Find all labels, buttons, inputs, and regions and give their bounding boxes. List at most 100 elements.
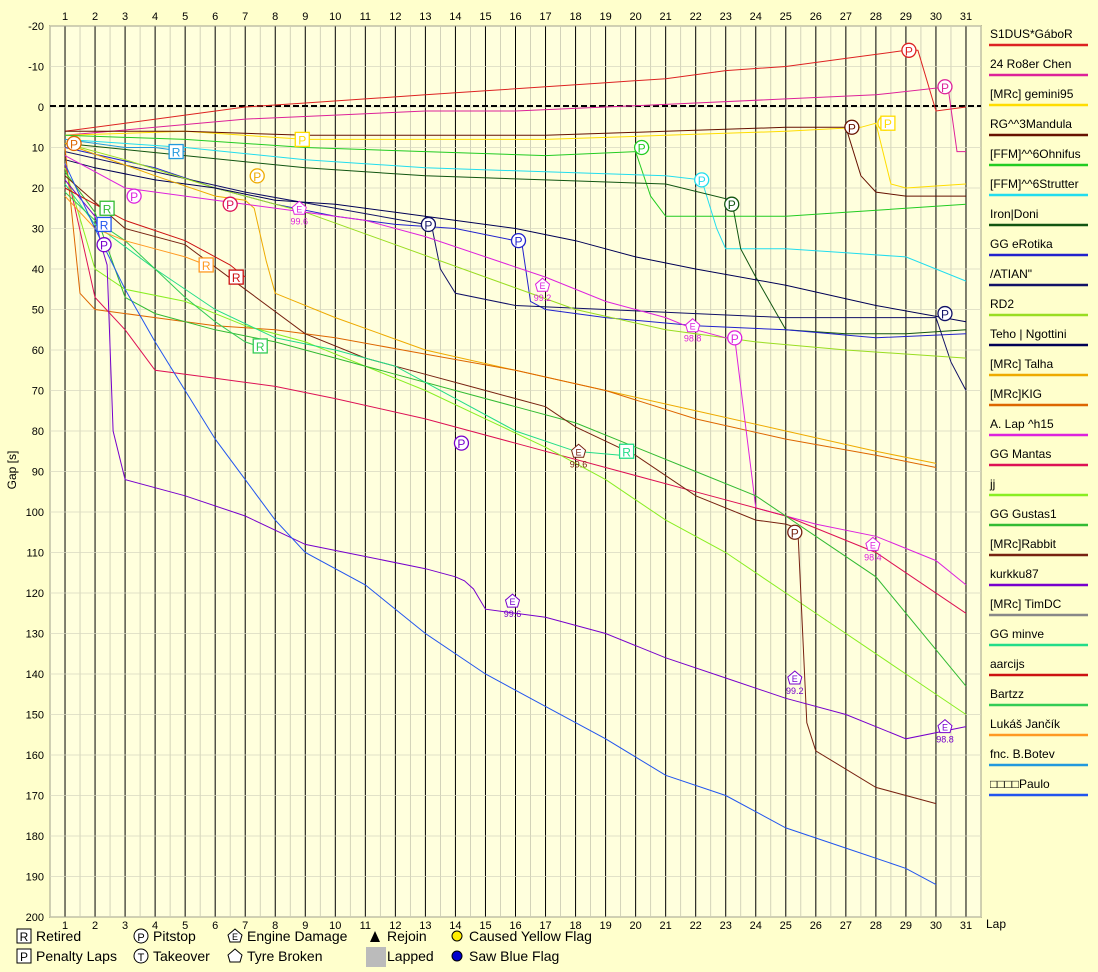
x-tick-label-bottom: 27 xyxy=(840,920,852,932)
marker-letter: P xyxy=(100,239,108,253)
pitstop-marker xyxy=(724,196,740,212)
engine-damage-marker xyxy=(534,277,551,292)
marker-letter: P xyxy=(941,81,949,95)
legend-entry-name: □□□□Paulo xyxy=(990,777,1050,791)
x-tick-label-top: 15 xyxy=(479,11,491,23)
x-tick-label-bottom: 8 xyxy=(272,920,278,932)
y-tick-label: 0 xyxy=(38,102,44,114)
legend-symbol-circle xyxy=(133,948,149,964)
y-tick-label: 170 xyxy=(26,791,44,803)
legend-symbol-letter: P xyxy=(137,932,144,944)
marker-letter: P xyxy=(130,190,138,204)
x-tick-label-bottom: 23 xyxy=(720,920,732,932)
x-tick-label-top: 5 xyxy=(182,11,188,23)
marker-letter: P xyxy=(70,137,78,151)
x-tick-label-bottom: 10 xyxy=(329,920,341,932)
legend-symbol-label: Caused Yellow Flag xyxy=(469,928,592,944)
x-tick-label-top: 12 xyxy=(389,11,401,23)
legend-entry-name: 24 Ro8er Chen xyxy=(990,57,1071,71)
marker-letter: E xyxy=(296,204,302,214)
legend-entry-name: Iron|Doni xyxy=(990,207,1038,221)
marker-letter: P xyxy=(298,133,306,147)
y-tick-label: 140 xyxy=(26,669,44,681)
series-line xyxy=(64,183,621,456)
marker-letter: P xyxy=(424,218,432,232)
series-line xyxy=(64,151,967,391)
legend-symbol-label: Penalty Laps xyxy=(36,948,117,964)
marker-letter: E xyxy=(540,281,546,291)
legend-symbol-label: Tyre Broken xyxy=(247,948,322,964)
series-line xyxy=(64,163,967,614)
legend-entry-name: Bartzz xyxy=(990,687,1024,701)
x-tick-label-bottom: 13 xyxy=(419,920,431,932)
x-tick-label-bottom: 11 xyxy=(360,920,371,932)
series-legend: S1DUS*GáboR 24 Ro8er Chen [MRc] gemini95 RG… xyxy=(989,27,1088,797)
x-tick-label-top: 21 xyxy=(660,11,672,23)
marker-letter: E xyxy=(870,540,876,550)
retired-marker xyxy=(618,443,635,459)
marker-value-label: 99.2 xyxy=(534,293,552,303)
pitstop-marker xyxy=(787,524,803,540)
series-line xyxy=(64,142,967,359)
marker-letter: P xyxy=(698,174,706,188)
legend-entry-name: [MRc]KIG xyxy=(990,387,1042,401)
x-tick-label-bottom: 25 xyxy=(780,920,792,932)
x-tick-label-top: 8 xyxy=(272,11,278,23)
legend-symbol-square xyxy=(16,928,32,944)
x-tick-label-bottom: 28 xyxy=(870,920,882,932)
legend-entry-name: GG Mantas xyxy=(990,447,1051,461)
x-tick-label-top: 24 xyxy=(750,11,762,23)
series-line xyxy=(64,163,937,886)
y-tick-label: 70 xyxy=(32,386,44,398)
x-tick-label-top: 1 xyxy=(62,11,68,23)
legend-entry-name: GG minve xyxy=(990,627,1044,641)
engine-damage-marker xyxy=(504,593,521,608)
event-markers: PPPPPPPPPPPPPPPPPPRRRRRRRPPE99.6E99.2E98… xyxy=(66,42,954,745)
y-tick-label: 200 xyxy=(26,912,44,924)
legend-symbol-pentagon xyxy=(227,948,243,963)
legend-entry-name: A. Lap ^h15 xyxy=(990,417,1054,431)
marker-letter: E xyxy=(942,723,948,733)
marker-letter: P xyxy=(941,308,949,322)
legend-symbol-label: Takeover xyxy=(153,948,210,964)
x-tick-label-bottom: 16 xyxy=(509,920,521,932)
marker-letter: P xyxy=(848,121,856,135)
x-tick-label-top: 25 xyxy=(780,11,792,23)
pitstop-marker xyxy=(937,305,953,322)
legend-entry-name: GG eRotika xyxy=(990,237,1053,251)
series-line xyxy=(64,134,967,217)
marker-letter: R xyxy=(172,146,181,160)
marker-letter: R xyxy=(100,218,109,232)
retired-marker xyxy=(252,338,268,354)
series-line xyxy=(64,171,967,687)
x-tick-label-bottom: 1 xyxy=(62,920,68,932)
legend-symbol-triangle xyxy=(370,931,380,942)
x-tick-label-top: 29 xyxy=(900,11,912,23)
legend-symbol-label: Engine Damage xyxy=(247,928,348,944)
pitstop-marker xyxy=(937,79,953,95)
y-tick-label: 20 xyxy=(32,183,44,195)
y-tick-label: 40 xyxy=(32,264,44,276)
y-tick-label: 190 xyxy=(26,872,44,884)
y-tick-label: 160 xyxy=(26,750,44,762)
legend-entry-name: [FFM]^^6Strutter xyxy=(990,177,1079,191)
x-tick-label-top: 13 xyxy=(419,11,431,23)
x-tick-label-top: 27 xyxy=(840,11,852,23)
pitstop-marker xyxy=(453,435,470,451)
x-tick-label-top: 11 xyxy=(360,11,371,23)
x-tick-label-top: 28 xyxy=(870,11,882,23)
pitstop-marker xyxy=(126,188,142,204)
legend-symbol-blue-dot xyxy=(451,950,463,962)
marker-letter: R xyxy=(232,271,241,285)
marker-letter: R xyxy=(622,445,631,459)
retired-marker xyxy=(96,216,112,233)
y-tick-label: 80 xyxy=(32,426,44,438)
y-tick-label: -20 xyxy=(28,21,44,33)
x-tick-label-bottom: 20 xyxy=(630,920,642,932)
x-axis-top-ticks: 1 2 3 4 5 6 7 8 9 10 11 12 13 14 15 16 17 18 19 20 21 22 23 24 2… xyxy=(62,11,972,23)
legend-symbol-letter: R xyxy=(20,930,29,944)
legend-entry-name: GG Gustas1 xyxy=(990,507,1057,521)
y-tick-label: 10 xyxy=(32,143,44,155)
y-tick-label: 130 xyxy=(26,629,44,641)
marker-letter: E xyxy=(690,322,696,332)
